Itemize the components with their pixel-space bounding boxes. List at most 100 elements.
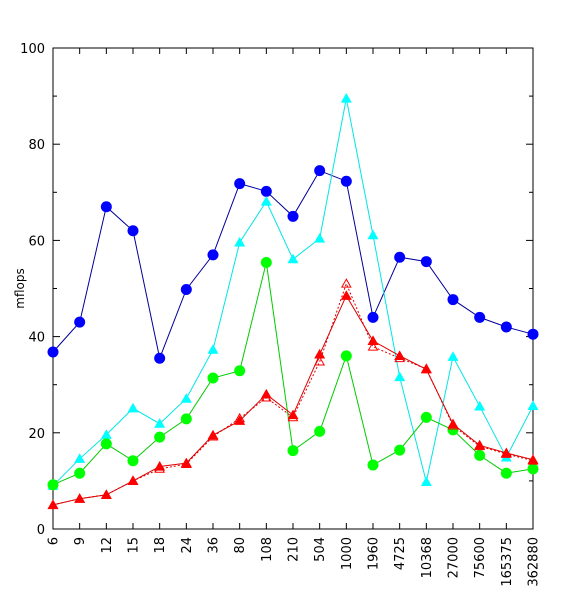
- x-tick-label: 15: [127, 537, 142, 554]
- data-point: [234, 365, 246, 377]
- data-point: [234, 236, 246, 247]
- data-point: [207, 249, 219, 261]
- data-point: [74, 316, 86, 328]
- data-point: [180, 393, 192, 403]
- data-point: [260, 257, 272, 269]
- data-point: [314, 348, 326, 359]
- data-point: [474, 440, 486, 451]
- x-tick-label: 75600: [473, 537, 488, 578]
- y-tick-label: 0: [37, 523, 45, 538]
- x-tick-label: 504: [313, 537, 328, 562]
- data-point: [500, 448, 512, 458]
- data-point: [127, 455, 139, 467]
- y-tick-label: 60: [28, 234, 45, 249]
- data-point: [447, 420, 459, 430]
- x-tick-label: 18: [153, 537, 168, 554]
- x-tick-label: 362880: [527, 537, 542, 587]
- data-point: [340, 278, 352, 288]
- series-1-line: [52, 98, 534, 487]
- data-point: [100, 489, 112, 499]
- data-point: [367, 229, 379, 240]
- data-point: [367, 459, 379, 471]
- data-point: [207, 372, 219, 384]
- data-point: [367, 341, 379, 351]
- data-point: [100, 489, 112, 499]
- data-point: [314, 165, 326, 177]
- data-point: [260, 185, 272, 197]
- data-point: [367, 335, 379, 346]
- data-point: [474, 449, 486, 461]
- y-tick-label: 40: [28, 331, 45, 346]
- data-point: [314, 232, 326, 243]
- data-point: [47, 346, 59, 358]
- data-point: [180, 283, 192, 295]
- data-point: [394, 371, 406, 382]
- data-point: [127, 475, 139, 485]
- plot-frame: [52, 47, 534, 530]
- data-point: [287, 210, 299, 222]
- x-tick-label: 108: [260, 537, 275, 562]
- data-point: [47, 499, 59, 510]
- data-point: [207, 431, 219, 441]
- series-0: [47, 165, 539, 364]
- x-tick-label: 1000: [340, 537, 355, 570]
- x-tick-label: 12: [100, 537, 115, 554]
- data-point: [207, 344, 219, 354]
- data-point: [74, 467, 86, 479]
- data-point: [100, 429, 112, 439]
- data-point: [340, 350, 352, 362]
- x-tick-label: 4725: [393, 537, 408, 570]
- data-point: [234, 178, 246, 190]
- data-point: [287, 411, 299, 422]
- series-4-line: [52, 282, 534, 506]
- data-point: [420, 256, 432, 268]
- data-point: [234, 415, 246, 425]
- y-tick-label: 100: [20, 42, 45, 57]
- chart-labels: 0 20 40 60 80 100 6 9 12 15 18 24 36 80 108 210 504 1000 1…: [13, 42, 542, 587]
- data-point: [287, 253, 299, 264]
- x-tick-label: 9: [73, 537, 88, 545]
- data-point: [47, 479, 59, 491]
- data-point: [420, 476, 432, 486]
- x-tick-label: 210: [287, 537, 302, 562]
- series-3: [47, 290, 539, 510]
- x-tick-label: 36: [207, 537, 222, 554]
- series-1: [47, 93, 539, 490]
- data-point: [527, 400, 539, 410]
- series-4: [47, 278, 539, 509]
- data-point: [340, 175, 352, 187]
- data-point: [47, 499, 59, 509]
- data-point: [420, 411, 432, 423]
- data-point: [394, 444, 406, 456]
- data-point: [500, 321, 512, 333]
- data-point: [420, 363, 432, 373]
- data-point: [367, 311, 379, 323]
- data-point: [500, 467, 512, 479]
- data-point: [100, 201, 112, 213]
- x-tick-label: 80: [233, 537, 248, 554]
- x-tick-label: 6: [47, 537, 62, 545]
- data-point: [154, 431, 166, 443]
- chart-series: [47, 93, 539, 510]
- data-point: [474, 400, 486, 411]
- series-0-line: [52, 170, 534, 360]
- data-point: [154, 463, 166, 473]
- data-point: [127, 225, 139, 237]
- data-point: [154, 418, 166, 428]
- data-point: [394, 352, 406, 363]
- data-point: [74, 493, 86, 503]
- data-point: [234, 412, 246, 423]
- y-tick-label: 20: [28, 427, 45, 442]
- x-tick-label: 27000: [447, 537, 462, 578]
- data-point: [287, 445, 299, 457]
- x-tick-label: 24: [180, 537, 195, 554]
- data-point: [340, 290, 352, 300]
- x-tick-label: 10368: [420, 537, 435, 578]
- data-point: [100, 438, 112, 450]
- series-2: [47, 257, 539, 491]
- series-3-line: [52, 294, 534, 506]
- data-point: [260, 392, 272, 402]
- data-point: [527, 463, 539, 475]
- data-point: [527, 328, 539, 340]
